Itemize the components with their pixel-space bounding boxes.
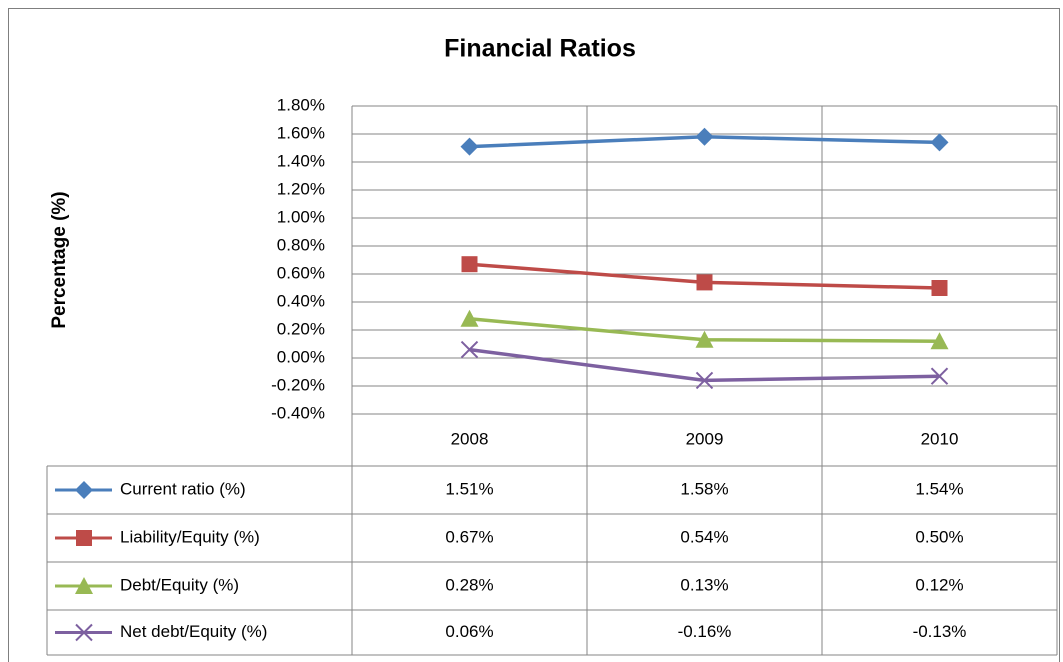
table-value: 0.12% bbox=[915, 575, 963, 594]
legend-label: Liability/Equity (%) bbox=[120, 527, 260, 546]
table-value: 0.28% bbox=[445, 575, 493, 594]
data-point bbox=[930, 367, 949, 385]
y-tick-label: 0.80% bbox=[277, 235, 325, 254]
y-tick-label: 0.00% bbox=[277, 347, 325, 366]
y-tick-label: 1.00% bbox=[277, 207, 325, 226]
y-tick-label: 0.20% bbox=[277, 319, 325, 338]
legend-label: Debt/Equity (%) bbox=[120, 575, 239, 594]
table-value: -0.16% bbox=[678, 622, 732, 641]
legend-label: Net debt/Equity (%) bbox=[120, 622, 267, 641]
table-value: 0.50% bbox=[915, 527, 963, 546]
data-point bbox=[695, 127, 714, 146]
data-point bbox=[460, 309, 479, 327]
data-point bbox=[460, 137, 479, 156]
y-axis-label: Percentage (%) bbox=[49, 191, 70, 328]
y-tick-label: 1.40% bbox=[277, 151, 325, 170]
legend-label: Current ratio (%) bbox=[120, 479, 246, 498]
y-tick-label: 1.80% bbox=[277, 95, 325, 114]
data-point bbox=[695, 371, 714, 390]
x-tick-label: 2010 bbox=[921, 429, 959, 448]
table-value: 0.13% bbox=[680, 575, 728, 594]
data-point bbox=[460, 340, 479, 359]
table-value: 1.51% bbox=[445, 479, 493, 498]
legend-marker bbox=[75, 481, 93, 499]
y-tick-label: 0.40% bbox=[277, 291, 325, 310]
data-point bbox=[931, 280, 948, 296]
y-tick-label: 1.60% bbox=[277, 123, 325, 142]
legend-marker bbox=[75, 577, 93, 594]
y-tick-label: -0.40% bbox=[271, 403, 325, 422]
table-value: 0.67% bbox=[445, 527, 493, 546]
y-tick-label: 0.60% bbox=[277, 263, 325, 282]
x-tick-label: 2008 bbox=[451, 429, 489, 448]
data-point bbox=[461, 256, 478, 273]
table-value: 0.06% bbox=[445, 622, 493, 641]
data-point bbox=[696, 274, 713, 291]
table-value: 1.58% bbox=[680, 479, 728, 498]
x-tick-label: 2009 bbox=[686, 429, 724, 448]
chart-border bbox=[8, 8, 1060, 662]
data-point bbox=[695, 330, 714, 348]
y-tick-label: -0.20% bbox=[271, 375, 325, 394]
legend-marker bbox=[76, 530, 92, 546]
table-value: 1.54% bbox=[915, 479, 963, 498]
chart-title: Financial Ratios bbox=[444, 35, 636, 63]
table-value: -0.13% bbox=[913, 622, 967, 641]
table-value: 0.54% bbox=[680, 527, 728, 546]
legend-marker bbox=[75, 623, 93, 642]
y-tick-label: 1.20% bbox=[277, 179, 325, 198]
data-point bbox=[930, 133, 949, 152]
data-point bbox=[930, 332, 949, 350]
